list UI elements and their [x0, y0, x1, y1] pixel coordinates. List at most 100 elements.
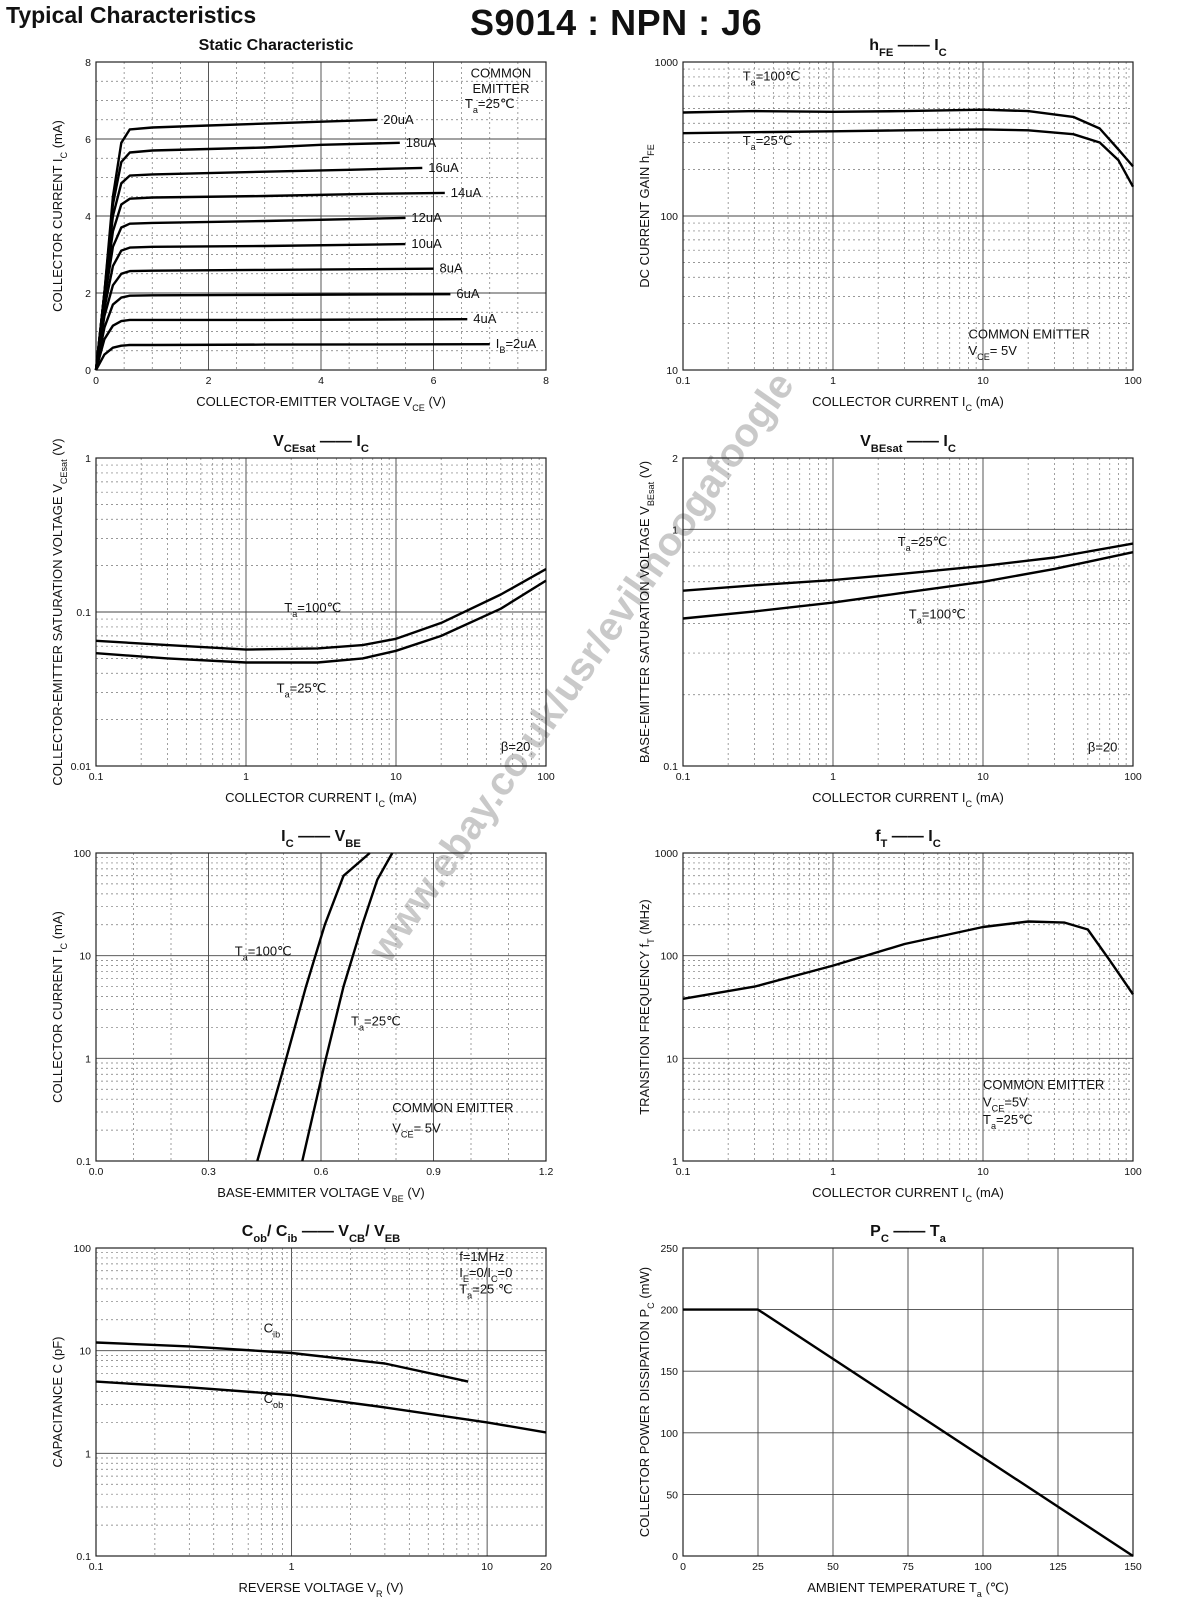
- series-label: IB=2uA: [496, 336, 537, 355]
- series-cap-Cob: [95, 1380, 547, 1434]
- series-label: Ta=25℃: [351, 1013, 401, 1032]
- x-tick-label: 1: [830, 771, 836, 783]
- y-tick-label: 100: [73, 1243, 91, 1255]
- y-tick-label: 10: [666, 1053, 678, 1065]
- x-tick-label: 0: [680, 1561, 686, 1573]
- chart-vbesat: 0.1 1 10 100 0.1 1 2 VBEsat —— IC COLLECTOR CURR…: [637, 433, 1142, 809]
- chart-hfe: 0.1 1 10 100 10 100 1000 hFE —— IC COLLECTOR CUR…: [637, 37, 1142, 413]
- chart-cap: 0.1 1 10 20 0.1 1 10 100 Cob/ Cib —— VCB/ VEB REV…: [50, 1223, 552, 1599]
- y-tick-label: 1000: [655, 57, 679, 69]
- y-tick-label: 100: [660, 951, 678, 963]
- x-tick-label: 6: [431, 375, 437, 387]
- series-label: Cob: [264, 1391, 284, 1410]
- series-label: Ta=100℃: [284, 600, 341, 619]
- plot-frame: [682, 61, 1134, 371]
- y-tick-label: 200: [660, 1305, 678, 1317]
- y-axis-label: CAPACITANCE C (pF): [50, 1337, 65, 1468]
- x-axis-label: BASE-EMMITER VOLTAGE VBE (V): [217, 1185, 424, 1204]
- series-static-8uA: [94, 267, 434, 371]
- series-label: Ta=100℃: [743, 68, 800, 87]
- plot-frame: [682, 457, 1134, 767]
- y-tick-label: 2: [672, 453, 678, 465]
- annotation: VCE= 5V: [392, 1120, 441, 1139]
- x-tick-label: 0.1: [676, 1166, 691, 1178]
- series-label: 6uA: [456, 286, 479, 301]
- y-tick-label: 50: [666, 1489, 678, 1501]
- y-tick-label: 10: [79, 951, 91, 963]
- series-label: 14uA: [451, 185, 482, 200]
- chart-title: fT —— IC: [875, 828, 941, 850]
- series-label: 4uA: [473, 311, 496, 326]
- x-tick-label: 20: [540, 1561, 552, 1573]
- series-label: Ta=25℃: [743, 133, 793, 152]
- x-tick-label: 100: [974, 1561, 992, 1573]
- y-tick-label: 2: [85, 288, 91, 300]
- plot-frame: [95, 457, 547, 767]
- annotation: VCE=5V: [983, 1094, 1028, 1113]
- series-label: 8uA: [440, 261, 463, 276]
- y-tick-label: 1: [672, 524, 678, 536]
- y-tick-label: 0.01: [71, 761, 92, 773]
- x-axis-label: COLLECTOR CURRENT IC (mA): [812, 394, 1004, 413]
- x-axis-label: COLLECTOR-EMITTER VOLTAGE VCE (V): [196, 394, 446, 413]
- chart-title: Cob/ Cib —— VCB/ VEB: [242, 1223, 400, 1245]
- chart-title: VCEsat —— IC: [273, 433, 369, 455]
- x-tick-label: 100: [1124, 771, 1142, 783]
- x-tick-label: 1: [830, 375, 836, 387]
- series-static-4uA: [94, 318, 468, 371]
- annotation: IE=0/IC=0: [459, 1265, 512, 1284]
- x-tick-label: 10: [390, 771, 402, 783]
- x-tick-label: 125: [1049, 1561, 1067, 1573]
- plot-frame: [682, 852, 1134, 1162]
- x-tick-label: 100: [537, 771, 555, 783]
- series-pc-pc: [683, 1308, 1134, 1558]
- y-tick-label: 1: [85, 1053, 91, 1065]
- series-vcesat-Ta25: [95, 579, 547, 664]
- annotation: EMITTER: [472, 81, 529, 96]
- x-tick-label: 1: [830, 1166, 836, 1178]
- y-axis-label: COLLECTOR-EMITTER SATURATION VOLTAGE VCE…: [50, 438, 69, 785]
- x-tick-label: 10: [977, 771, 989, 783]
- series-vcesat-Ta100: [95, 568, 547, 651]
- x-axis-label: COLLECTOR CURRENT IC (mA): [812, 790, 1004, 809]
- series-hfe-Ta100: [682, 108, 1134, 168]
- x-tick-label: 100: [1124, 375, 1142, 387]
- y-tick-label: 0.1: [76, 1551, 91, 1563]
- series-static-6uA: [94, 293, 451, 371]
- grid-hfe: [682, 61, 1134, 371]
- grid-pc: [682, 1247, 1134, 1557]
- y-tick-label: 0: [672, 1551, 678, 1563]
- y-tick-label: 100: [660, 211, 678, 223]
- annotation: β=20: [501, 739, 531, 754]
- series-static-12uA: [94, 216, 406, 371]
- x-tick-label: 1.2: [539, 1166, 554, 1178]
- series-label: 18uA: [406, 135, 437, 150]
- series-label: 20uA: [383, 112, 414, 127]
- x-tick-label: 10: [977, 375, 989, 387]
- plot-frame: [682, 1247, 1134, 1557]
- y-tick-label: 6: [85, 134, 91, 146]
- x-tick-label: 10: [481, 1561, 493, 1573]
- x-tick-label: 2: [206, 375, 212, 387]
- x-tick-label: 8: [543, 375, 549, 387]
- y-tick-label: 1: [672, 1156, 678, 1168]
- y-tick-label: 100: [660, 1428, 678, 1440]
- x-tick-label: 1: [289, 1561, 295, 1573]
- x-tick-label: 0.1: [676, 375, 691, 387]
- grid-vbesat: [682, 457, 1134, 767]
- y-tick-label: 0: [85, 365, 91, 377]
- series-label: 10uA: [411, 236, 442, 251]
- chart-title: IC —— VBE: [281, 828, 361, 850]
- y-axis-label: BASE-EMITTER SATURATION VOLTAGE VBEsat (…: [637, 461, 656, 763]
- x-tick-label: 0.6: [314, 1166, 329, 1178]
- annotation: Ta=25 ℃: [459, 1282, 512, 1301]
- grid-ft: [682, 852, 1134, 1162]
- x-axis-label: REVERSE VOLTAGE VR (V): [238, 1580, 403, 1599]
- annotation: f=1MHz: [459, 1249, 504, 1264]
- series-vbesat-Ta25: [682, 542, 1134, 592]
- y-axis-label: COLLECTOR CURRENT IC (mA): [50, 911, 69, 1103]
- y-axis-label: DC CURRENT GAIN hFE: [637, 144, 656, 288]
